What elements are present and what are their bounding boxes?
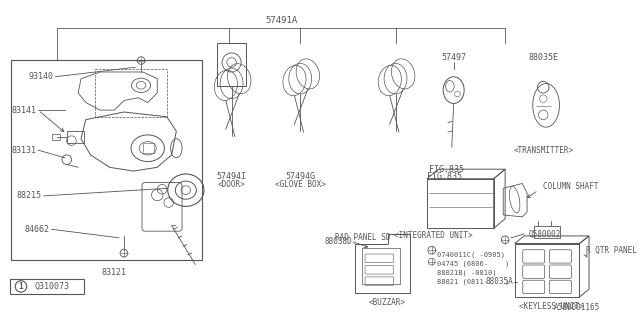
Text: 0740011C( -0905): 0740011C( -0905) bbox=[436, 252, 504, 258]
Bar bbox=[52, 134, 60, 140]
Bar bbox=[515, 244, 579, 297]
Bar bbox=[427, 179, 493, 228]
Text: 84662: 84662 bbox=[24, 225, 49, 234]
Bar bbox=[12, 60, 202, 260]
Text: 88021B( -0810): 88021B( -0810) bbox=[436, 270, 496, 276]
Text: COLUMN SHAFT: COLUMN SHAFT bbox=[543, 182, 599, 191]
Text: Q580002: Q580002 bbox=[529, 229, 561, 238]
Bar bbox=[67, 131, 84, 142]
Text: FIG.835: FIG.835 bbox=[427, 172, 462, 181]
Text: R QTR PANEL: R QTR PANEL bbox=[586, 246, 637, 255]
Text: RAD PANEL SD: RAD PANEL SD bbox=[335, 233, 391, 242]
Text: 57494G: 57494G bbox=[285, 172, 316, 181]
Text: 88021 (0811-    ): 88021 (0811- ) bbox=[436, 278, 509, 285]
Text: 83131: 83131 bbox=[12, 146, 36, 155]
Text: <INTEGRATED UNIT>: <INTEGRATED UNIT> bbox=[394, 231, 473, 240]
Text: Q310073: Q310073 bbox=[35, 282, 70, 291]
Bar bbox=[362, 248, 400, 284]
Text: FIG.835: FIG.835 bbox=[429, 165, 464, 174]
Text: 57497: 57497 bbox=[441, 53, 466, 62]
Text: <BUZZAR>: <BUZZAR> bbox=[369, 298, 406, 307]
Text: <TRANSMITTER>: <TRANSMITTER> bbox=[513, 146, 573, 155]
Text: <DOOR>: <DOOR> bbox=[218, 180, 246, 189]
Bar bbox=[218, 44, 246, 86]
Bar bbox=[95, 69, 167, 117]
Text: 83141: 83141 bbox=[12, 106, 36, 115]
Text: <GLOVE BOX>: <GLOVE BOX> bbox=[275, 180, 326, 189]
Text: 83121: 83121 bbox=[102, 268, 127, 276]
Text: 88035E: 88035E bbox=[528, 53, 558, 62]
Bar bbox=[534, 226, 561, 238]
Text: 04745 (0806-    ): 04745 (0806- ) bbox=[436, 260, 509, 267]
Text: 88035A: 88035A bbox=[485, 277, 513, 286]
Text: 93140: 93140 bbox=[28, 72, 53, 81]
Text: <KEYLESS UNIT>: <KEYLESS UNIT> bbox=[520, 302, 584, 311]
Bar bbox=[10, 279, 84, 294]
Text: 57491A: 57491A bbox=[265, 16, 298, 25]
Text: 1: 1 bbox=[19, 282, 23, 291]
Text: 88215: 88215 bbox=[17, 191, 42, 200]
Text: A580001165: A580001165 bbox=[554, 303, 600, 312]
Text: 88038D: 88038D bbox=[325, 237, 353, 246]
Text: 57494I: 57494I bbox=[216, 172, 246, 181]
Bar bbox=[143, 143, 154, 153]
